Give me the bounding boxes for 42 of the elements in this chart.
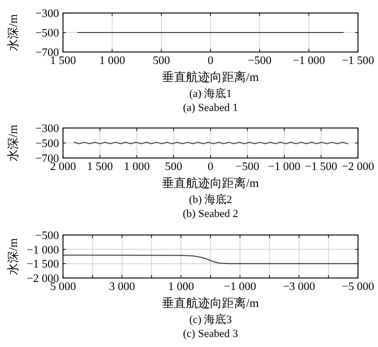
y-tick-label: −1 500 (26, 258, 60, 271)
x-tick-label: −5 000 (342, 281, 374, 293)
line-series (62, 254, 358, 264)
y-tick-label: −500 (35, 28, 60, 40)
x-tick-label: −500 (236, 161, 260, 173)
x-tick-label: −500 (248, 55, 272, 67)
x-tick-label: −1 500 (304, 161, 338, 173)
x-tick-label: 1 000 (168, 281, 194, 293)
y-tick-label: −1 000 (26, 244, 60, 256)
x-tick-label: 1 500 (50, 55, 76, 67)
y-tick-label: −500 (35, 230, 60, 242)
x-tick-label: 0 (208, 161, 214, 173)
x-tick-label: 2 000 (50, 161, 76, 173)
x-tick-label: 500 (152, 55, 170, 67)
y-tick-label: −300 (35, 123, 60, 135)
x-tick-label: −2 000 (342, 161, 374, 173)
text: (b) Seabed 2 (182, 208, 238, 220)
x-tick-label: 1 000 (99, 55, 126, 67)
text: (c) Seabed 3 (183, 328, 238, 340)
x-tick-label: −1 000 (292, 55, 326, 67)
y-tick-label: −300 (35, 8, 60, 20)
text: (a) 海底1 (189, 87, 232, 100)
x-axis-title: 垂直航迹向距离/m (162, 176, 260, 190)
text: (b) 海底2 (188, 193, 232, 206)
x-tick-label: −3 000 (282, 281, 316, 293)
text: (a) Seabed 1 (183, 102, 238, 114)
x-tick-label: −1 500 (342, 55, 374, 67)
x-tick-label: 500 (165, 161, 182, 173)
y-axis-title: 水深/m (6, 14, 20, 51)
y-axis-title: 水深/m (6, 124, 20, 162)
x-tick-label: 1 500 (86, 161, 114, 173)
x-tick-label: 5 000 (50, 281, 76, 293)
y-axis-title: 水深/m (6, 238, 20, 275)
y-tick-label: −500 (35, 138, 60, 150)
x-tick-label: −1 000 (268, 161, 301, 173)
x-tick-label: 1 000 (124, 161, 150, 173)
x-axis-title: 垂直航迹向距离/m (162, 296, 260, 310)
x-tick-label: −1 000 (224, 281, 256, 293)
text: (c) 海底3 (189, 313, 232, 326)
x-tick-label: 0 (208, 55, 214, 67)
x-tick-label: 3 000 (109, 281, 136, 293)
x-axis-title: 垂直航迹向距离/m (162, 70, 260, 84)
